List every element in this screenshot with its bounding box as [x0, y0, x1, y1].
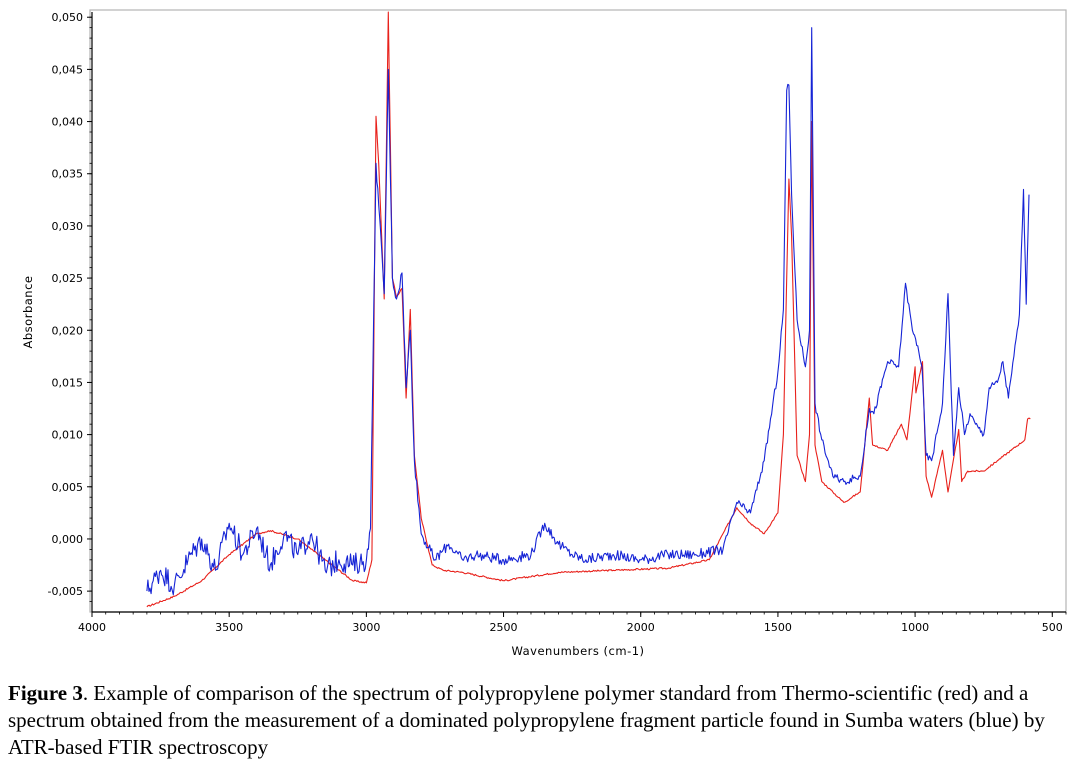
x-axis-title: Wavenumbers (cm-1) — [511, 644, 644, 658]
y-tick-label: 0,050 — [52, 11, 84, 24]
y-tick-label: 0,010 — [52, 429, 84, 442]
y-tick-label: -0,005 — [48, 585, 83, 598]
y-tick-label: 0,040 — [52, 116, 84, 129]
y-tick-label: 0,025 — [52, 272, 84, 285]
y-tick-label: 0,030 — [52, 220, 84, 233]
axis-ticks: -0,005 0,000 0,005 0,010 0,015 0,020 0,025 0,03… — [48, 11, 1067, 634]
y-tick-label: 0,005 — [52, 481, 84, 494]
spectrum-line-red — [146, 11, 1031, 608]
x-tick-label: 2500 — [490, 621, 518, 634]
y-tick-label: 0,000 — [52, 533, 84, 546]
y-tick-label: 0,015 — [52, 376, 84, 389]
spectrum-series — [146, 11, 1031, 608]
caption-text: . Example of comparison of the spectrum … — [8, 681, 1045, 759]
y-axis-title: Absorbance — [21, 276, 35, 349]
y-tick-label: 0,020 — [52, 324, 84, 337]
x-tick-label: 500 — [1042, 621, 1063, 634]
figure-label: Figure 3 — [8, 681, 83, 705]
x-tick-label: 1000 — [901, 621, 929, 634]
x-tick-label: 2000 — [627, 621, 655, 634]
x-tick-label: 4000 — [78, 621, 106, 634]
figure-caption: Figure 3. Example of comparison of the s… — [8, 680, 1070, 761]
y-tick-label: 0,035 — [52, 168, 84, 181]
x-tick-label: 3000 — [352, 621, 380, 634]
ftir-spectrum-figure: -0,005 0,000 0,005 0,010 0,015 0,020 0,025 0,03… — [21, 9, 1067, 658]
x-tick-label: 1500 — [764, 621, 792, 634]
y-tick-label: 0,045 — [52, 63, 84, 76]
spectrum-line-blue — [146, 27, 1030, 596]
ftir-chart: -0,005 0,000 0,005 0,010 0,015 0,020 0,025 0,03… — [21, 9, 1067, 658]
x-tick-label: 3500 — [215, 621, 243, 634]
plot-frame — [89, 9, 1067, 613]
